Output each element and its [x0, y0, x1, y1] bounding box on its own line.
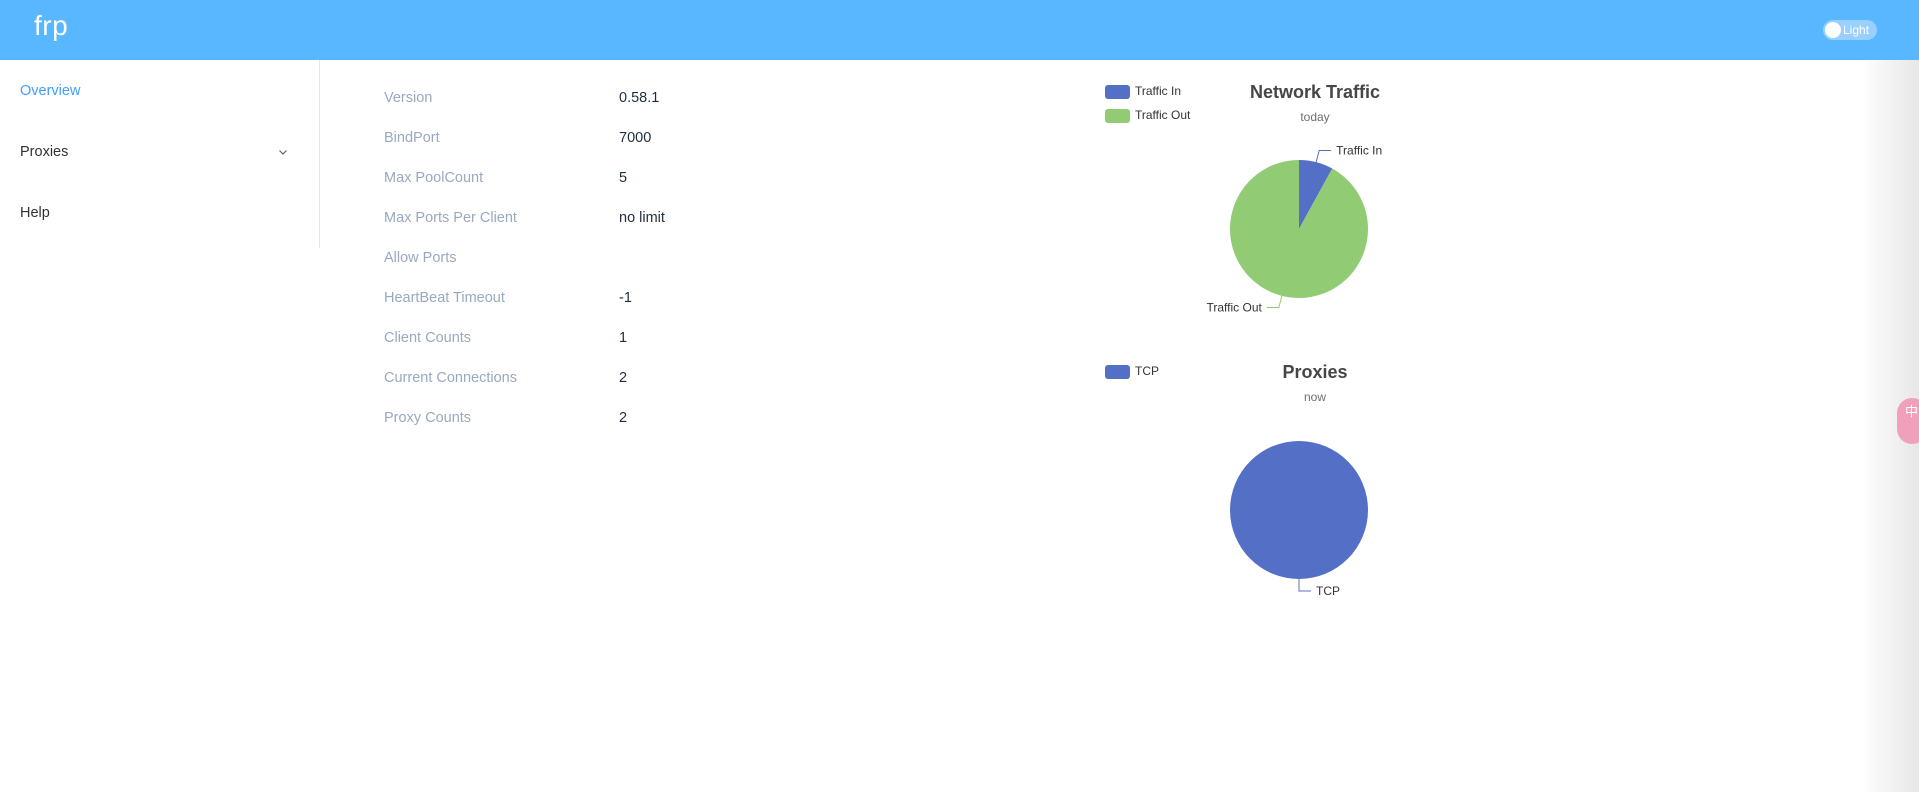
info-value: 2: [619, 370, 628, 386]
sidebar-item-label: Proxies: [20, 144, 69, 160]
chart-subtitle: now: [1303, 390, 1326, 404]
pie-label-line-tcp: [1298, 579, 1311, 592]
traffic-chart: Network Traffic today Traffic In Traffic…: [1095, 74, 1535, 324]
info-value: 1: [619, 330, 628, 346]
sidebar-menu: Overview Proxies Help: [0, 60, 320, 248]
pie-slice-traffic-out: [1230, 160, 1368, 299]
legend-swatch: [1105, 109, 1130, 123]
chevron-down-icon: [279, 150, 287, 155]
pie-slice-tcp: [1230, 441, 1368, 579]
legend-swatch: [1105, 365, 1130, 379]
legend-label: Traffic In: [1135, 84, 1182, 98]
pie-label-tcp: TCP: [1316, 584, 1340, 598]
info-value: 7000: [619, 130, 652, 146]
info-label: Current Connections: [384, 370, 517, 386]
info-row-heartbeat-timeout: HeartBeat Timeout -1: [384, 279, 784, 319]
info-label: Allow Ports: [384, 250, 457, 266]
app-logo[interactable]: frp: [34, 10, 69, 41]
pie-slice-traffic-in: [1299, 160, 1333, 229]
pie-label-traffic-out: Traffic Out: [1206, 300, 1262, 314]
info-value: 0.58.1: [619, 90, 660, 106]
chart-title: Network Traffic: [1249, 82, 1381, 102]
theme-toggle-knob: [1825, 22, 1841, 38]
proxies-chart: Proxies now TCP TCP: [1095, 354, 1535, 604]
chart-title: Proxies: [1282, 362, 1348, 382]
info-label: Version: [384, 90, 433, 106]
sidebar-item-help[interactable]: Help: [0, 186, 319, 242]
info-label: Max Ports Per Client: [384, 210, 517, 226]
info-value: no limit: [619, 210, 665, 226]
info-row-bindport: BindPort 7000: [384, 119, 784, 159]
info-row-allow-ports: Allow Ports: [384, 239, 784, 279]
legend-label: TCP: [1135, 364, 1159, 378]
theme-toggle-label: Light: [1843, 23, 1870, 37]
info-row-version: Version 0.58.1: [384, 79, 784, 119]
info-label: Client Counts: [384, 330, 472, 346]
info-label: Max PoolCount: [384, 170, 484, 186]
info-row-max-poolcount: Max PoolCount 5: [384, 159, 784, 199]
traffic-pie: Traffic In Traffic Out: [1206, 144, 1382, 315]
pie-label-line-traffic-in: [1315, 150, 1332, 163]
proxies-pie: TCP: [1230, 441, 1368, 598]
info-label: BindPort: [384, 130, 440, 146]
pie-label-traffic-in: Traffic In: [1336, 144, 1382, 158]
info-value: -1: [619, 290, 632, 306]
side-widget-label: 中: [1905, 404, 1919, 419]
sidebar-item-label: Help: [20, 205, 50, 221]
info-row-current-connections: Current Connections 2: [384, 359, 784, 399]
legend-swatch: [1105, 85, 1130, 99]
info-label: HeartBeat Timeout: [384, 290, 505, 306]
legend-label: Traffic Out: [1135, 108, 1191, 122]
info-row-client-counts: Client Counts 1: [384, 319, 784, 359]
info-label: Proxy Counts: [384, 410, 472, 426]
pie-label-line-traffic-out: [1266, 295, 1283, 308]
sidebar-item-overview[interactable]: Overview: [0, 64, 319, 120]
theme-toggle[interactable]: Light: [1823, 20, 1877, 40]
top-header: frp Light: [0, 0, 1919, 60]
floating-side-widget[interactable]: 中: [1897, 398, 1919, 444]
info-row-max-ports-per-client: Max Ports Per Client no limit: [384, 199, 784, 239]
info-row-proxy-counts: Proxy Counts 2: [384, 399, 784, 439]
info-value: 5: [619, 170, 628, 186]
sidebar-item-label: Overview: [20, 83, 81, 99]
info-value: 2: [619, 410, 628, 426]
sidebar-item-proxies[interactable]: Proxies: [0, 125, 319, 181]
chart-subtitle: today: [1300, 110, 1330, 124]
